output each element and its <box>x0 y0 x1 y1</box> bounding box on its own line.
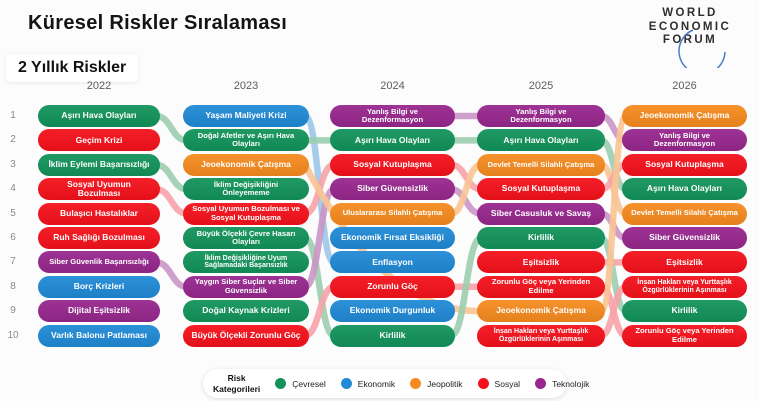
risk-pill: Aşırı Hava Olayları <box>477 129 605 152</box>
risk-pill: Jeoekonomik Çatışma <box>477 300 605 323</box>
page-title: Küresel Riskler Sıralaması <box>28 12 288 34</box>
link-ribbon <box>152 185 191 217</box>
risk-pill: Enflasyon <box>330 251 455 274</box>
risk-pill: Ruh Sağlığı Bozulması <box>38 227 160 249</box>
legend-dot-icon <box>535 378 547 389</box>
risk-pill: Varlık Balonu Patlaması <box>38 324 160 347</box>
legend-item-label: Teknolojik <box>552 378 590 389</box>
wef-logo-arc-icon <box>678 29 726 68</box>
wef-logo-line: WORLD <box>662 7 718 19</box>
wef-logo: WORLD ECONOMIC FORUM <box>629 7 751 68</box>
risk-pill: İklim Değişikliğine Uyum Sağlamadaki Baş… <box>183 251 309 274</box>
risk-pill: Uluslararası Silahlı Çatışma <box>330 202 455 225</box>
legend-item-label: Jeopolitik <box>427 378 463 389</box>
rank-label: 9 <box>10 305 16 317</box>
year-header-2026: 2026 <box>672 80 697 92</box>
legend-item-label: Sosyal <box>494 378 521 389</box>
risk-pill: Bulaşıcı Hastalıklar <box>38 202 160 225</box>
risk-pill: Borç Krizleri <box>38 275 160 298</box>
risk-pill: Yanlış Bilgi ve Dezenformasyon <box>477 105 605 127</box>
risk-pill: Siber Güvensizlik <box>330 178 455 201</box>
risk-pill: İnsan Hakları veya Yurttaşlık Özgürlükle… <box>622 275 747 298</box>
rank-label: 3 <box>10 158 16 170</box>
rank-label: 8 <box>10 280 16 292</box>
risk-pill: Kirlilik <box>477 227 605 249</box>
risk-pill: Yanlış Bilgi ve Dezenformasyon <box>622 129 747 152</box>
risk-pill: İklim Değişikliğini Önleyememe <box>183 178 309 201</box>
risk-pill: Siber Güvenlik Başarısızlığı <box>38 251 160 274</box>
year-header-2023: 2023 <box>233 80 259 92</box>
legend-dot-icon <box>477 378 489 389</box>
risk-pill: Büyük Ölçekli Çevre Hasarı Olayları <box>183 227 309 249</box>
rank-label: 5 <box>10 207 16 219</box>
legend-item-label: Çevresel <box>292 378 326 389</box>
wef-logo-line: ECONOMIC <box>648 20 732 33</box>
risk-pill: Jeoekonomik Çatışma <box>622 105 747 127</box>
year-header-2024: 2024 <box>380 80 405 92</box>
legend-item-jeopolitik: Jeopolitik <box>410 378 463 389</box>
risk-pill: Zorunlu Göç veya Yerinden Edilme <box>477 275 605 298</box>
risk-pill: Devlet Temelli Silahlı Çatışma <box>477 153 605 176</box>
risk-pill: İklim Eylemi Başarısızlığı <box>38 153 160 176</box>
risk-pill: Devlet Temelli Silahlı Çatışma <box>622 202 747 225</box>
link-ribbon <box>597 112 630 315</box>
risk-pill: Sosyal Uyumun Bozulması ve Sosyal Kutupl… <box>183 202 309 225</box>
legend-items: Çevresel Ekonomik Jeopolitik Sosyal Teknoloj… <box>260 378 589 389</box>
risk-pill: Jeoekonomik Çatışma <box>183 153 309 176</box>
rank-label: 10 <box>7 329 19 341</box>
risk-category-legend: Risk Kategorileri Çevresel Ekonomik Jeopol… <box>203 369 589 398</box>
year-header-2022: 2022 <box>86 80 112 92</box>
risk-pill: Sosyal Kutuplaşma <box>330 153 455 176</box>
risk-pill: Geçim Krizi <box>38 129 160 152</box>
year-header-2025: 2025 <box>528 80 554 92</box>
risk-pill: Sosyal Uyumun Bozulması <box>38 178 160 201</box>
risk-pill: Aşırı Hava Olayları <box>622 178 747 201</box>
timeframe-chip: 2 Yıllık Riskler <box>6 54 139 82</box>
risk-pill: Eşitsizlik <box>477 251 605 274</box>
risk-pill: Siber Casusluk ve Savaş <box>477 202 605 225</box>
link-ribbon <box>152 259 191 291</box>
risk-pill: Yanlış Bilgi ve Dezenformasyon <box>330 105 455 127</box>
legend-item-teknolojik: Teknolojik <box>535 378 589 389</box>
rank-label: 1 <box>10 110 16 121</box>
rank-label: 4 <box>10 183 16 195</box>
legend-dot-icon <box>340 378 352 389</box>
rank-label: 7 <box>10 256 16 268</box>
legend-item-cevresel: Çevresel <box>275 378 326 389</box>
risk-pill: Siber Güvensizlik <box>622 227 747 249</box>
legend-dot-icon <box>275 378 287 389</box>
risk-pill: Büyük Ölçekli Zorunlu Göç <box>183 324 309 347</box>
legend-item-ekonomik: Ekonomik <box>340 378 396 389</box>
risk-pill: Yaygın Siber Suçlar ve Siber Güvensizlik <box>183 275 309 298</box>
risk-pill: Yaşam Maliyeti Krizi <box>183 105 309 127</box>
legend-dot-icon <box>410 378 422 389</box>
risk-pill: Zorunlu Göç <box>330 275 455 298</box>
risk-pill: Sosyal Kutuplaşma <box>477 178 605 201</box>
risk-pill: İnsan Hakları veya Yurttaşlık Özgürlükle… <box>477 324 605 347</box>
rank-label: 6 <box>10 232 16 243</box>
legend-title: Risk Kategorileri <box>213 373 261 394</box>
risk-pill: Aşırı Hava Olayları <box>330 129 455 152</box>
legend-item-sosyal: Sosyal <box>477 378 521 389</box>
link-ribbon <box>301 185 338 291</box>
link-ribbon <box>301 234 338 339</box>
risk-pill: Doğal Afetler ve Aşırı Hava Olayları <box>183 129 309 152</box>
risk-pill: Doğal Kaynak Krizleri <box>183 300 309 323</box>
legend-item-label: Ekonomik <box>357 378 396 389</box>
risk-pill: Aşırı Hava Olayları <box>38 105 160 127</box>
risk-pill: Eşitsizlik <box>622 251 747 274</box>
risk-pill: Zorunlu Göç veya Yerinden Edilme <box>622 324 747 347</box>
wef-logo-line: FORUM <box>662 34 718 47</box>
risk-pill: Kirlilik <box>330 324 455 347</box>
risk-pill: Kirlilik <box>622 300 747 323</box>
risk-pill: Sosyal Kutuplaşma <box>622 153 747 176</box>
risk-pill: Ekonomik Fırsat Eksikliği <box>330 227 455 249</box>
risk-pill: Ekonomik Durgunluk <box>330 300 455 323</box>
link-ribbon <box>447 234 485 339</box>
risk-pill: Dijital Eşitsizlik <box>38 300 160 323</box>
rank-label: 2 <box>10 134 16 146</box>
